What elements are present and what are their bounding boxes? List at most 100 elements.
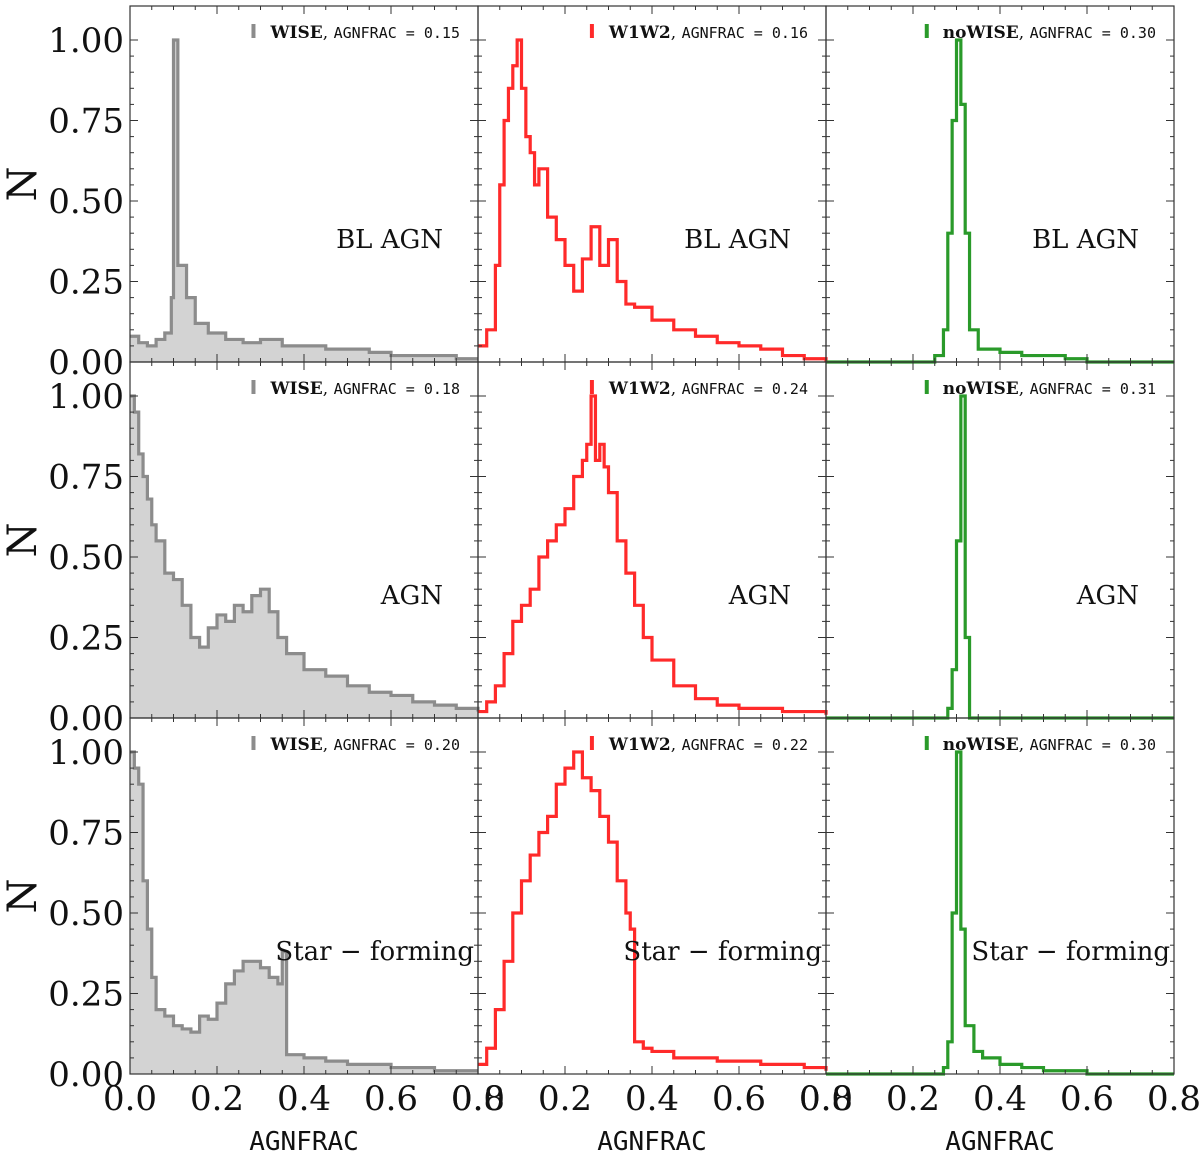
legend-series-name: WISE [269, 379, 322, 399]
legend-agnfrac-value: AGNFRAC = 0.20 [334, 736, 460, 754]
y-tick-label: 0.00 [48, 1055, 124, 1095]
panel-r1-c2: noWISE, AGNFRAC = 0.31 AGN [825, 361, 1175, 720]
x-tick-label: 0.2 [190, 1079, 244, 1119]
y-tick-label: 0.50 [48, 538, 124, 578]
x-tick-label: 0.0 [451, 1079, 505, 1119]
hist-fill-r1-c0 [130, 396, 478, 718]
legend-agnfrac-value: AGNFRAC = 0.31 [1030, 380, 1156, 398]
panel-frame-r0-c2 [825, 5, 1175, 363]
hist-line-r2-c0 [130, 750, 478, 1073]
y-tick-label: 1.00 [48, 21, 124, 61]
legend-agnfrac-value: AGNFRAC = 0.16 [682, 24, 808, 42]
panel-label-r2-c2: Star − forming [971, 937, 1170, 967]
legend-agnfrac-value: AGNFRAC = 0.18 [334, 380, 460, 398]
hist-line-r0-c1 [478, 38, 828, 362]
y-tick-label: 1.00 [48, 733, 124, 773]
panel-label-r0-c1: BL AGN [684, 225, 791, 255]
y-tick-label: 0.50 [48, 894, 124, 934]
legend-swatch-r2-c1 [589, 736, 594, 750]
legend-agnfrac-value: AGNFRAC = 0.15 [334, 24, 460, 42]
x-tick-label: 0.6 [1060, 1079, 1114, 1119]
x-tick-label: 0.0 [103, 1079, 157, 1119]
legend-swatch-r0-c0 [251, 24, 256, 38]
y-tick-label: 0.25 [48, 619, 124, 659]
x-tick-label: 0.6 [364, 1079, 418, 1119]
hist-line-r0-c2 [826, 38, 1174, 364]
panel-frame-r2-c2 [825, 717, 1175, 1075]
x-tick-label: 0.8 [799, 1079, 853, 1119]
legend-series-name: noWISE [943, 23, 1019, 43]
x-axis-label: AGNFRAC [249, 1127, 359, 1157]
x-tick-label: 0.6 [712, 1079, 766, 1119]
hist-line-r2-c1 [478, 750, 828, 1071]
x-tick-label: 0.2 [886, 1079, 940, 1119]
legend-series-name: noWISE [943, 735, 1019, 755]
panel-r1-c0: WISE, AGNFRAC = 0.18 AGN [129, 361, 480, 719]
panel-frame-r1-c2 [825, 361, 1175, 719]
legend-text-r2-c0: WISE, AGNFRAC = 0.20 [269, 735, 460, 755]
x-tick-label: 0.2 [538, 1079, 592, 1119]
legend-swatch-r2-c0 [251, 736, 256, 750]
panel-r0-c1: W1W2, AGNFRAC = 0.16 BL AGN [477, 5, 828, 363]
panel-r2-c1: W1W2, AGNFRAC = 0.22 Star − forming [477, 717, 828, 1075]
hist-line-r0-c0 [130, 38, 478, 361]
legend-text-r1-c0: WISE, AGNFRAC = 0.18 [269, 379, 460, 399]
legend-agnfrac-value: AGNFRAC = 0.30 [1030, 736, 1156, 754]
legend-series-name: WISE [269, 735, 322, 755]
x-tick-label: 0.0 [799, 1079, 853, 1119]
panel-label-r0-c0: BL AGN [336, 225, 443, 255]
x-tick-label: 0.8 [451, 1079, 505, 1119]
y-axis-label: N [0, 879, 46, 914]
hist-fill-r2-c0 [130, 752, 478, 1074]
panel-frame-r2-c0 [129, 717, 479, 1075]
panel-r2-c2: noWISE, AGNFRAC = 0.30 Star − forming [825, 717, 1175, 1076]
legend-swatch-r1-c1 [589, 380, 594, 394]
panel-r1-c1: W1W2, AGNFRAC = 0.24 AGN [477, 361, 828, 719]
hist-line-r1-c1 [478, 394, 828, 715]
panel-label-r1-c2: AGN [1076, 581, 1139, 611]
hist-line-r1-c2 [826, 394, 1174, 720]
panel-label-r1-c0: AGN [380, 581, 443, 611]
legend-text-r0-c2: noWISE, AGNFRAC = 0.30 [943, 23, 1156, 43]
y-axis-label: N [0, 523, 46, 558]
y-axis-label: N [0, 167, 46, 202]
y-tick-label: 0.75 [48, 458, 124, 498]
legend-text-r2-c1: W1W2, AGNFRAC = 0.22 [608, 735, 808, 755]
y-tick-label: 0.00 [48, 699, 124, 739]
panel-r0-c2: noWISE, AGNFRAC = 0.30 BL AGN [825, 5, 1175, 364]
legend-swatch-r0-c1 [589, 24, 594, 38]
hist-fill-r0-c0 [130, 40, 478, 362]
legend-text-r2-c2: noWISE, AGNFRAC = 0.30 [943, 735, 1156, 755]
legend-agnfrac-value: AGNFRAC = 0.30 [1030, 24, 1156, 42]
legend-swatch-r1-c2 [924, 380, 929, 394]
y-tick-label: 0.25 [48, 975, 124, 1015]
legend-text-r1-c1: W1W2, AGNFRAC = 0.24 [608, 379, 808, 399]
legend-agnfrac-value: AGNFRAC = 0.22 [682, 736, 808, 754]
legend-swatch-r2-c2 [924, 736, 929, 750]
legend-series-name: W1W2 [608, 735, 671, 755]
panel-frame-r2-c1 [477, 717, 827, 1075]
panel-r2-c0: WISE, AGNFRAC = 0.20 Star − forming [129, 717, 479, 1075]
x-tick-label: 0.4 [277, 1079, 331, 1119]
legend-series-name: WISE [269, 23, 322, 43]
panel-r0-c0: WISE, AGNFRAC = 0.15 BL AGN [129, 5, 479, 363]
hist-line-r1-c0 [130, 394, 480, 712]
x-tick-label: 0.8 [1147, 1079, 1200, 1119]
y-tick-label: 0.75 [48, 102, 124, 142]
legend-text-r0-c1: W1W2, AGNFRAC = 0.16 [608, 23, 808, 43]
x-axis-label: AGNFRAC [597, 1127, 707, 1157]
hist-line-r2-c2 [826, 750, 1174, 1076]
legend-text-r1-c2: noWISE, AGNFRAC = 0.31 [943, 379, 1156, 399]
x-axis-label: AGNFRAC [945, 1127, 1055, 1157]
panel-label-r0-c2: BL AGN [1032, 225, 1139, 255]
legend-series-name: W1W2 [608, 23, 671, 43]
x-tick-label: 0.4 [973, 1079, 1027, 1119]
axes-text-layer: 0.00 0.25 0.50 0.75 1.00 N 0.00 0.25 0.50 0.75 1.0… [0, 21, 1200, 1157]
panel-label-r2-c1: Star − forming [623, 937, 822, 967]
legend-swatch-r1-c0 [251, 380, 256, 394]
y-tick-label: 0.00 [48, 343, 124, 383]
panel-label-r2-c0: Star − forming [275, 937, 474, 967]
panel-frame-r1-c1 [477, 361, 827, 719]
